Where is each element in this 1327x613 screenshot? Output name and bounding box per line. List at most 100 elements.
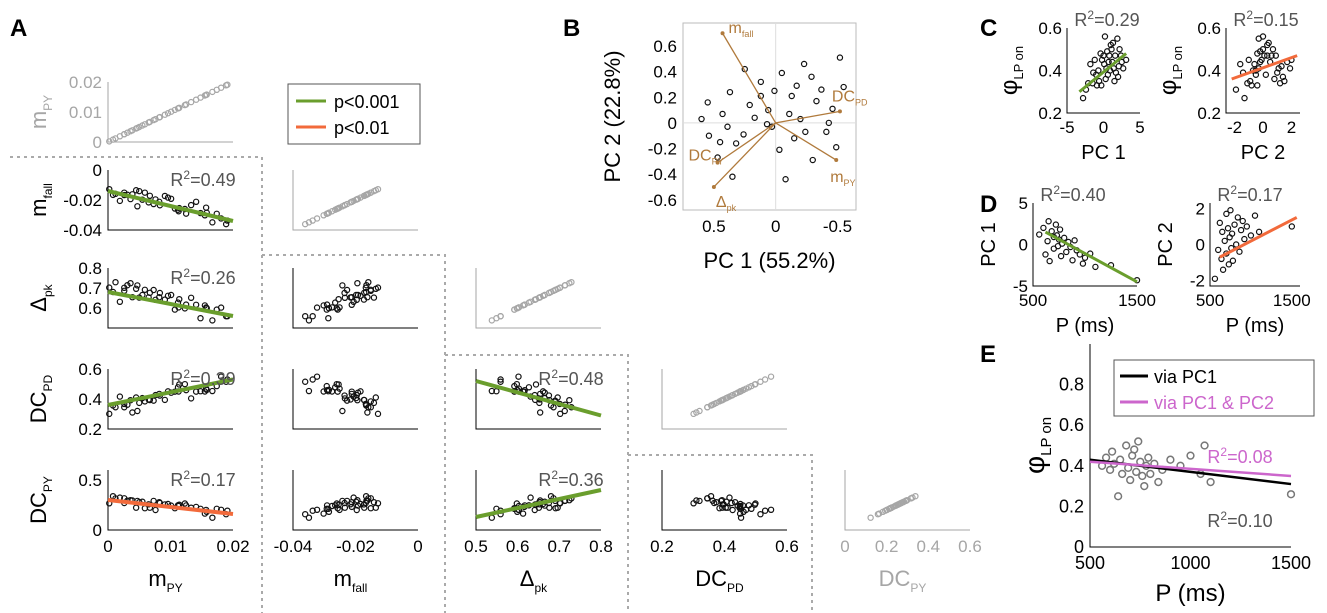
xtick-b-2: -0.5 [823, 217, 852, 236]
fit-line-DCPY-vs-mPY [107, 498, 234, 516]
loading-vector-DCPD [775, 110, 841, 124]
point-c1-5 [1114, 35, 1121, 42]
ylabel-b: PC 2 (22.8%) [600, 50, 625, 182]
point-c2-9 [1286, 65, 1294, 72]
xlabel-mPY-sub: PY [167, 581, 183, 595]
point-mPY-mPY-36 [213, 86, 220, 94]
xlabel-DCPD-sub: PD [727, 581, 744, 595]
point-DCPY-mPY-22 [132, 504, 140, 511]
point-d1-9 [1052, 221, 1060, 228]
r2-label-c1-part2: =0.29 [1094, 10, 1140, 30]
axes-DCPD-vs-dpk [475, 369, 601, 430]
r2-label-c1: R2=0.29 [1074, 8, 1139, 30]
point-dpk-mfall-11 [325, 315, 332, 322]
point-c2-8 [1245, 56, 1252, 64]
loading-label-mPY-sub: PY [844, 178, 856, 188]
point-dpk-mPY-22 [132, 285, 140, 292]
point-DCPD-DCPD-38 [719, 396, 726, 404]
point-d2-23 [1243, 223, 1251, 230]
point-e-29 [1206, 477, 1215, 487]
point-c2-11 [1268, 52, 1275, 59]
r2-label-d1-part2: =0.40 [1060, 185, 1106, 205]
xtick-b-1: 0 [771, 217, 780, 236]
point-DCPY-dpk-21 [527, 494, 534, 501]
cell-dpk-vs-dpk [475, 268, 601, 329]
xtick-mfall-1: -0.02 [336, 537, 375, 556]
xtick-DCPY-1: 0.2 [875, 537, 899, 556]
point-e-19 [1144, 453, 1153, 462]
r2-label-DCPD-vs-dpk-part0: R [538, 369, 551, 389]
ylabel-DCPD-sub: PD [41, 374, 55, 391]
xtick-mfall-2: 0 [413, 537, 422, 556]
point-e-3 [1107, 447, 1117, 456]
ylabel-DCPY-main: DC [26, 492, 51, 524]
r2-label-dpk-vs-mPY-part2: =0.26 [190, 268, 236, 288]
ylabel-c2: φLP on [1155, 46, 1185, 95]
point-d2-27 [1288, 223, 1296, 230]
point-b-39 [825, 119, 833, 127]
fit-line-c1 [1078, 52, 1128, 93]
point-e-13 [1132, 467, 1141, 477]
r2-label-d2: R2=0.17 [1217, 183, 1282, 205]
ytick-DCPD-0: 0.2 [78, 420, 102, 439]
point-dpk-mfall-32 [309, 313, 316, 320]
point-mPY-mPY-35 [181, 101, 189, 109]
point-dpk-mfall-33 [363, 282, 370, 289]
point-e-1 [1101, 453, 1111, 462]
point-DCPY-DCPY-39 [892, 502, 900, 509]
loading-vector-Δpk [713, 122, 777, 188]
point-DCPD-mPY-27 [150, 397, 157, 404]
loading-label-DCPD-sub: PD [855, 97, 868, 107]
r2-label-DCPD-vs-mPY: R2=0.39 [170, 367, 235, 389]
axes-dpk-vs-dpk [475, 268, 601, 329]
point-DCPD-mPY-8 [136, 399, 143, 407]
point-mPY-mPY-33 [124, 129, 131, 136]
r2-label-DCPD-vs-dpk-part1: 2 [551, 367, 558, 381]
point-DCPD-DCPD-32 [761, 376, 769, 383]
axes-DCPY-vs-dpk [475, 470, 601, 531]
point-dpk-mfall-26 [347, 294, 354, 301]
point-DCPD-DCPD-28 [704, 404, 711, 411]
xtick-d1-1: 1500 [1118, 291, 1156, 310]
point-mPY-mPY-32 [224, 81, 231, 88]
ytick-e-0: 0 [1074, 537, 1084, 557]
point-c1-35 [1107, 41, 1115, 49]
point-c2-21 [1259, 33, 1267, 40]
point-DCPD-mfall-8 [370, 399, 378, 407]
axes-DCPY-vs-mfall [292, 470, 418, 531]
panel-label-d: D [980, 191, 997, 218]
separator-row1 [10, 156, 263, 613]
point-DCPY-DCPD-36 [748, 505, 755, 512]
xlabel-DCPY-main: DC [879, 566, 911, 591]
point-d2-24 [1247, 232, 1255, 239]
ytick-b-4: -0.2 [648, 140, 677, 159]
loading-label-DCPY-sub: PY [712, 157, 724, 167]
point-b-36 [751, 114, 758, 121]
legend-e-label-1: via PC1 & PC2 [1154, 393, 1274, 413]
point-mfall-mPY-21 [116, 197, 124, 205]
point-c2-27 [1246, 77, 1254, 85]
point-d1-13 [1056, 226, 1064, 233]
cell-DCPY-vs-dpk: R2=0.36 0.5 0.6 0.7 0.8 Δpk [464, 468, 613, 595]
point-dpk-mfall-35 [333, 305, 340, 312]
ytick-b-6: -0.6 [648, 191, 677, 210]
legend-a-orange-label: p<0.01 [334, 118, 390, 138]
point-DCPD-dpk-13 [497, 378, 504, 385]
point-DCPD-mPY-34 [201, 388, 209, 395]
point-DCPY-DCPD-1 [729, 506, 736, 514]
point-mfall-mfall-34 [320, 212, 327, 219]
r2-label-DCPY-vs-mPY-part1: 2 [183, 468, 190, 482]
r2-label-DCPD-vs-mPY-part1: 2 [183, 367, 190, 381]
xtick-DCPY-0: 0 [840, 537, 849, 556]
point-dpk-mPY-11 [197, 315, 204, 322]
point-b-38 [763, 120, 771, 128]
point-mfall-mPY-8 [136, 187, 143, 195]
legend-a: p<0.001 p<0.01 [287, 83, 421, 145]
point-DCPY-mfall-39 [354, 502, 362, 509]
point-c2-38 [1256, 48, 1264, 55]
cell-DCPD-vs-mPY: R2=0.39 0.2 0.4 0.6 DCPD [26, 360, 236, 439]
point-dpk-mPY-20 [106, 284, 113, 291]
point-dpk-mPY-18 [156, 294, 163, 301]
point-d2-18 [1234, 214, 1242, 221]
r2-label-mfall-vs-mPY-part0: R [170, 170, 183, 190]
